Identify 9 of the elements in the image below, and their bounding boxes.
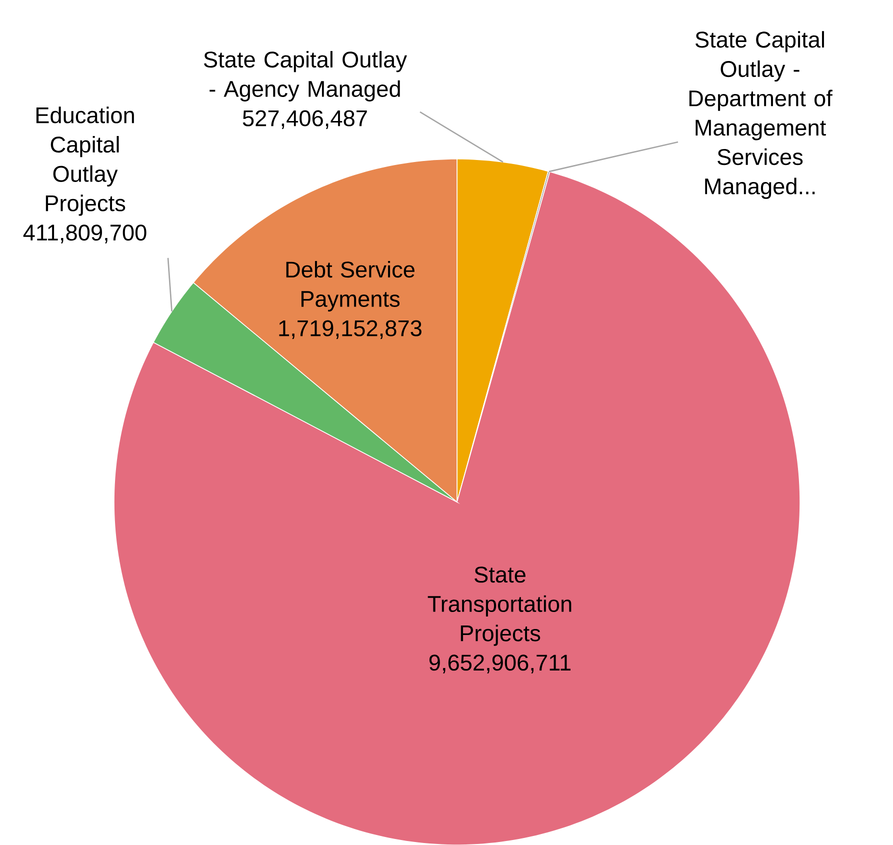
- data-label: 1,719,152,873: [279, 320, 422, 339]
- data-label: 9,652,906,711: [429, 654, 571, 674]
- slice-label: State Capital Outlay - Department of Management Services Managed...: [689, 30, 832, 199]
- slice-label: Education Capital Outlay Projects: [36, 106, 134, 216]
- data-label: 411,809,700: [23, 224, 146, 244]
- slice-label: State Capital Outlay - Agency Managed: [204, 50, 407, 102]
- slice-label: Debt Service Payments: [286, 260, 414, 312]
- data-label: 527,406,487: [242, 110, 367, 129]
- slice-label: State Transportation Projects: [428, 566, 572, 646]
